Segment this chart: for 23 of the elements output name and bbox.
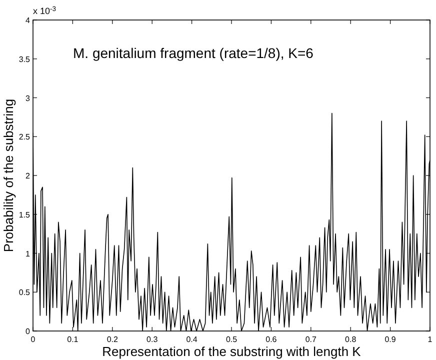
x-tick-label: 0.2 bbox=[106, 335, 119, 344]
x-tick-label: 1 bbox=[428, 335, 433, 344]
y-tick-label: 1.5 bbox=[18, 210, 31, 220]
y-tick-label: 3 bbox=[26, 94, 31, 103]
y-tick-label: 1 bbox=[26, 249, 31, 258]
y-tick-label: 0.5 bbox=[18, 288, 31, 298]
x-axis-title: Representation of the substring with length K bbox=[102, 344, 362, 359]
y-tick-label: 3.5 bbox=[18, 54, 31, 64]
x-tick-label: 0.3 bbox=[146, 335, 158, 344]
x-tick-label: 0.4 bbox=[186, 335, 198, 344]
x-tick-label: 0.1 bbox=[67, 335, 79, 344]
y-axis-title: Probability of the substring bbox=[1, 98, 16, 252]
y-tick-label: 4 bbox=[26, 16, 31, 25]
x-tick-label: 0.9 bbox=[384, 335, 396, 344]
y-tick-label: 0 bbox=[26, 327, 31, 336]
annotation: M. genitalium fragment (rate=1/8), K=6 bbox=[73, 45, 314, 61]
y-tick-label: 2.5 bbox=[18, 132, 31, 142]
x-tick-label: 0.5 bbox=[226, 335, 238, 344]
x-tick-label: 0.6 bbox=[266, 335, 278, 344]
x-tick-label: 0.7 bbox=[305, 335, 318, 344]
text: x 10$^{-3}$ bbox=[33, 6, 56, 16]
x-tick-label: 0.8 bbox=[345, 335, 357, 344]
y-tick-label: 2 bbox=[26, 172, 31, 180]
